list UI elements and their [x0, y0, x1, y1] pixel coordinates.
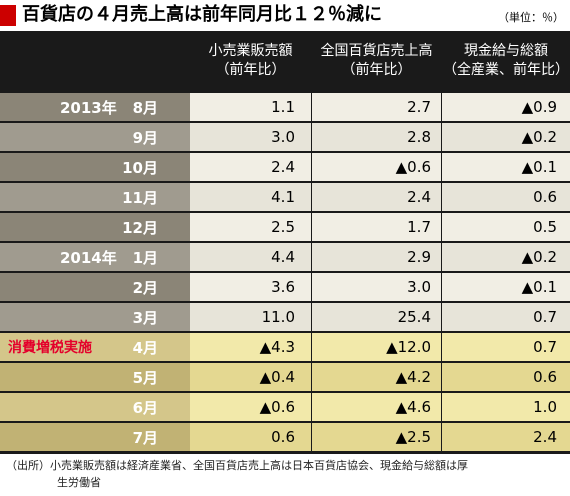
table-cell: ▲12.0 — [312, 333, 441, 361]
column-header-line2: （全産業、前年比） — [443, 62, 569, 78]
table-cell: ▲0.2 — [442, 243, 570, 271]
table-row: 2013年 8月 1.1 2.7 ▲0.9 — [0, 93, 570, 122]
table-row: 5月 ▲0.4 ▲4.2 0.6 — [0, 363, 570, 392]
row-month: 7月 — [132, 428, 158, 447]
source-line-2: 生労働省 — [57, 476, 101, 489]
row-month: 6月 — [132, 398, 158, 417]
table-cell: 2.4 — [190, 153, 311, 181]
page-title: 百貨店の４月売上高は前年同月比１２％減に — [22, 4, 382, 25]
column-header-line1: 小売業販売額 — [208, 43, 293, 59]
row-label: 3月 — [0, 303, 190, 331]
row-label: 9月 — [0, 123, 190, 151]
source-note: （出所）小売業販売額は経済産業省、全国百貨店売上高は日本百貨店協会、現金給与総額… — [6, 457, 566, 491]
tax-hike-note: 消費増税実施 — [8, 340, 92, 356]
column-header-department-store-sales: 全国百貨店売上高 （前年比） — [312, 31, 441, 91]
table-row: 12月 2.5 1.7 0.5 — [0, 213, 570, 242]
column-header-line2: （前年比） — [215, 62, 286, 78]
table-cell: 0.6 — [442, 363, 570, 391]
data-table: 小売業販売額 （前年比） 全国百貨店売上高 （前年比） 現金給与総額 （全産業、… — [0, 31, 570, 454]
table-cell: 2.4 — [442, 423, 570, 451]
row-month: 5月 — [132, 368, 158, 387]
row-month: 10月 — [122, 158, 158, 177]
title-marker — [0, 5, 16, 26]
row-year: 2013年 — [60, 98, 117, 117]
table-row: 3月 11.0 25.4 0.7 — [0, 303, 570, 332]
table-cell: 1.0 — [442, 393, 570, 421]
source-line-1: （出所）小売業販売額は経済産業省、全国百貨店売上高は日本百貨店協会、現金給与総額… — [6, 459, 468, 472]
column-header-line1: 現金給与総額 — [464, 43, 548, 59]
table-cell: ▲0.1 — [442, 273, 570, 301]
table-cell: ▲2.5 — [312, 423, 441, 451]
row-label: 7月 — [0, 423, 190, 451]
table-cell: 2.8 — [312, 123, 441, 151]
table-cell: 3.0 — [190, 123, 311, 151]
table-header: 小売業販売額 （前年比） 全国百貨店売上高 （前年比） 現金給与総額 （全産業、… — [0, 31, 570, 91]
table-cell: 3.6 — [190, 273, 311, 301]
table-cell: 4.4 — [190, 243, 311, 271]
header: 百貨店の４月売上高は前年同月比１２％減に （単位：％） — [0, 0, 570, 31]
table-row: 11月 4.1 2.4 0.6 — [0, 183, 570, 212]
row-month: 3月 — [132, 308, 158, 327]
table-cell: 1.7 — [312, 213, 441, 241]
table-cell: ▲0.2 — [442, 123, 570, 151]
table-row: 6月 ▲0.6 ▲4.6 1.0 — [0, 393, 570, 422]
unit-note: （単位：％） — [498, 11, 564, 24]
row-label: 5月 — [0, 363, 190, 391]
column-header-retail-sales: 小売業販売額 （前年比） — [190, 31, 311, 91]
table-cell: ▲0.9 — [442, 93, 570, 121]
table-cell: 25.4 — [312, 303, 441, 331]
table-row: 10月 2.4 ▲0.6 ▲0.1 — [0, 153, 570, 182]
row-label: 11月 — [0, 183, 190, 211]
table-row: 消費増税実施 4月 ▲4.3 ▲12.0 0.7 — [0, 333, 570, 362]
table-row: 2014年 1月 4.4 2.9 ▲0.2 — [0, 243, 570, 272]
row-month: 1月 — [132, 248, 158, 267]
row-year: 2014年 — [60, 248, 117, 267]
table-cell: ▲0.1 — [442, 153, 570, 181]
row-label: 2013年 8月 — [0, 93, 190, 121]
table-cell: ▲0.6 — [312, 153, 441, 181]
table-cell: ▲0.6 — [190, 393, 311, 421]
table-row: 7月 0.6 ▲2.5 2.4 — [0, 423, 570, 452]
row-label: 12月 — [0, 213, 190, 241]
row-month: 8月 — [132, 98, 158, 117]
table-cell: ▲4.3 — [190, 333, 311, 361]
column-header-total-cash-earnings: 現金給与総額 （全産業、前年比） — [442, 31, 570, 91]
row-label: 6月 — [0, 393, 190, 421]
table-cell: 4.1 — [190, 183, 311, 211]
table-cell: 0.7 — [442, 303, 570, 331]
table-cell: 2.4 — [312, 183, 441, 211]
row-month: 11月 — [122, 188, 158, 207]
row-month: 9月 — [132, 128, 158, 147]
table-cell: 1.1 — [190, 93, 311, 121]
row-month: 12月 — [122, 218, 158, 237]
table-cell: ▲0.4 — [190, 363, 311, 391]
table-cell: 2.9 — [312, 243, 441, 271]
table-row: 9月 3.0 2.8 ▲0.2 — [0, 123, 570, 152]
table-cell: 2.5 — [190, 213, 311, 241]
table-cell: 0.5 — [442, 213, 570, 241]
table-cell: 3.0 — [312, 273, 441, 301]
table-cell: 2.7 — [312, 93, 441, 121]
table-cell: ▲4.2 — [312, 363, 441, 391]
row-label: 2014年 1月 — [0, 243, 190, 271]
table-cell: ▲4.6 — [312, 393, 441, 421]
row-label: 消費増税実施 4月 — [0, 333, 190, 361]
row-label: 10月 — [0, 153, 190, 181]
column-header-line1: 全国百貨店売上高 — [320, 43, 433, 59]
row-month: 2月 — [132, 278, 158, 297]
table-cell: 0.6 — [442, 183, 570, 211]
table-cell: 11.0 — [190, 303, 311, 331]
table-cell: 0.7 — [442, 333, 570, 361]
row-month: 4月 — [132, 338, 158, 357]
table-row: 2月 3.6 3.0 ▲0.1 — [0, 273, 570, 302]
table-cell: 0.6 — [190, 423, 311, 451]
column-header-line2: （前年比） — [341, 62, 412, 78]
row-label: 2月 — [0, 273, 190, 301]
